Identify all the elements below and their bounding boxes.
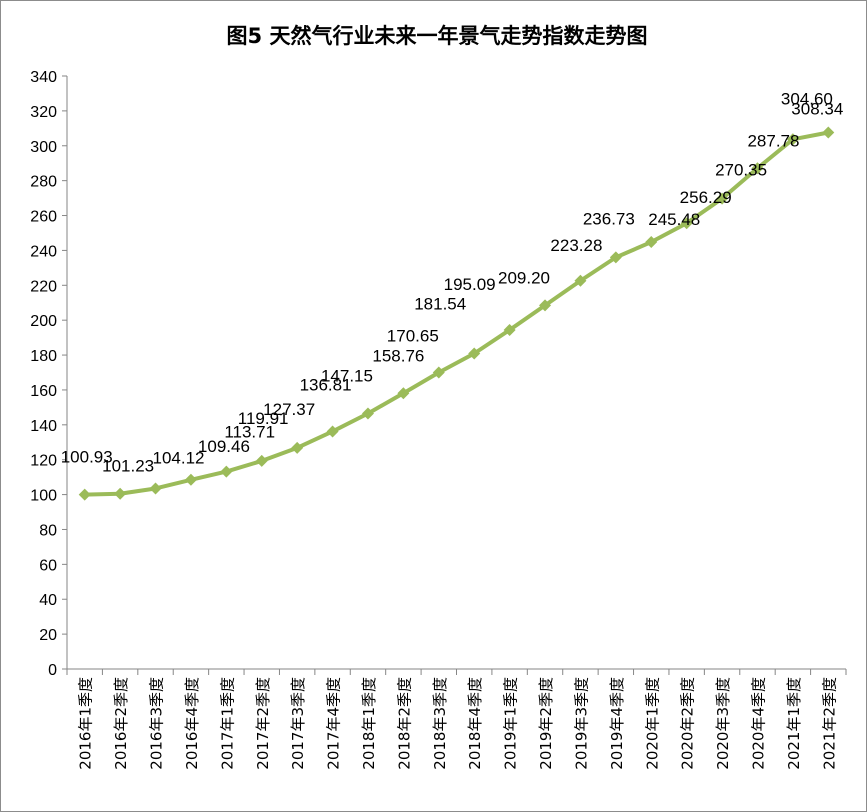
data-label: 109.46: [198, 437, 250, 456]
data-label: 236.73: [583, 209, 635, 228]
data-label: 119.91: [238, 409, 289, 428]
data-point-marker: [78, 488, 91, 501]
y-tick-label: 320: [30, 104, 57, 121]
data-point-marker: [716, 192, 729, 205]
x-tick-label: 2020年2季度: [679, 677, 697, 770]
y-tick-label: 180: [30, 348, 57, 365]
x-tick-label: 2020年1季度: [643, 677, 661, 770]
data-label: 113.71: [224, 423, 275, 442]
y-tick-label: 340: [30, 69, 57, 86]
data-point-marker: [326, 425, 339, 438]
data-point-marker: [184, 473, 197, 486]
data-label: 245.48: [648, 210, 700, 229]
data-point-marker: [751, 162, 764, 175]
data-point-marker: [149, 482, 162, 495]
y-tick-label: 220: [30, 278, 57, 295]
x-tick-label: 2019年3季度: [572, 677, 590, 770]
data-point-marker: [539, 299, 552, 312]
x-tick-label: 2016年3季度: [148, 677, 166, 770]
x-tick-label: 2019年1季度: [502, 677, 520, 770]
y-tick-label: 20: [39, 627, 57, 644]
data-label: 270.35: [715, 161, 767, 180]
data-labels: 100.93101.23104.12109.46113.71119.91127.…: [61, 89, 844, 475]
data-point-marker: [397, 387, 410, 400]
data-label: 181.54: [414, 294, 466, 313]
x-tick-label: 2016年1季度: [77, 677, 95, 770]
data-point-marker: [255, 454, 268, 467]
data-point-marker: [609, 251, 622, 264]
x-tick-label: 2018年3季度: [431, 677, 449, 770]
data-point-marker: [432, 366, 445, 379]
x-tick-label: 2020年4季度: [749, 677, 767, 770]
y-tick-label: 120: [30, 453, 57, 470]
y-tick-label: 60: [39, 557, 57, 574]
chart-title: 图5 天然气行业未来一年景气走势指数走势图: [227, 24, 648, 48]
y-tick-label: 200: [30, 313, 57, 330]
data-label: 104.12: [153, 448, 205, 467]
x-tick-label: 2017年2季度: [254, 677, 272, 770]
series-line: [84, 130, 829, 497]
data-point-marker: [220, 465, 233, 478]
data-point-marker: [822, 126, 835, 139]
y-tick-label: 280: [30, 174, 57, 191]
y-tick-label: 260: [30, 209, 57, 226]
series-layer: [78, 126, 835, 501]
x-tick-label: 2017年1季度: [218, 677, 236, 770]
data-point-marker: [645, 236, 658, 249]
data-label: 304.60: [781, 89, 833, 108]
y-axis-ticks: 0 20 40 60 80 100 120 140 160 180 200 220 240 260 280 3…: [30, 69, 67, 679]
data-point-marker: [574, 274, 587, 287]
data-point-marker: [291, 441, 304, 454]
y-tick-label: 0: [48, 662, 57, 679]
data-point-marker: [468, 347, 481, 360]
data-label: 127.37: [263, 400, 315, 419]
x-tick-label: 2019年4季度: [608, 677, 626, 770]
x-axis-ticks: 2016年1季度 2016年2季度 2016年3季度 2016年4季度 2017年1季度…: [66, 669, 847, 770]
x-tick-label: 2018年1季度: [360, 677, 378, 770]
data-label: 136.81: [300, 375, 352, 394]
data-point-marker: [680, 217, 693, 230]
y-tick-label: 100: [30, 488, 57, 505]
x-tick-label: 2021年2季度: [820, 677, 838, 770]
data-label: 158.76: [372, 346, 424, 365]
data-label: 100.93: [61, 448, 113, 467]
y-tick-label: 40: [39, 592, 57, 609]
y-tick-label: 80: [39, 522, 57, 539]
data-point-marker: [503, 323, 516, 336]
y-tick-label: 300: [30, 139, 57, 156]
x-tick-label: 2019年2季度: [537, 677, 555, 770]
data-label: 209.20: [498, 268, 550, 287]
data-label: 147.15: [321, 366, 373, 385]
data-label: 195.09: [444, 275, 496, 294]
y-tick-label: 240: [30, 243, 57, 260]
x-tick-label: 2021年1季度: [785, 677, 803, 770]
data-point-marker: [114, 487, 127, 500]
y-tick-label: 160: [30, 383, 57, 400]
x-tick-label: 2018年4季度: [466, 677, 484, 770]
data-label: 101.23: [102, 457, 154, 476]
x-tick-label: 2020年3季度: [714, 677, 732, 770]
x-tick-label: 2017年4季度: [325, 677, 343, 770]
data-point-marker: [786, 133, 799, 146]
data-label: 256.29: [680, 188, 732, 207]
x-tick-label: 2017年3季度: [289, 677, 307, 770]
data-label: 308.34: [791, 100, 843, 119]
x-tick-label: 2016年2季度: [112, 677, 130, 770]
x-tick-label: 2016年4季度: [183, 677, 201, 770]
x-tick-label: 2018年2季度: [395, 677, 413, 770]
y-tick-label: 140: [30, 418, 57, 435]
data-label: 287.78: [747, 131, 799, 150]
data-point-marker: [361, 407, 374, 420]
data-label: 223.28: [550, 236, 602, 255]
data-label: 170.65: [387, 327, 439, 346]
